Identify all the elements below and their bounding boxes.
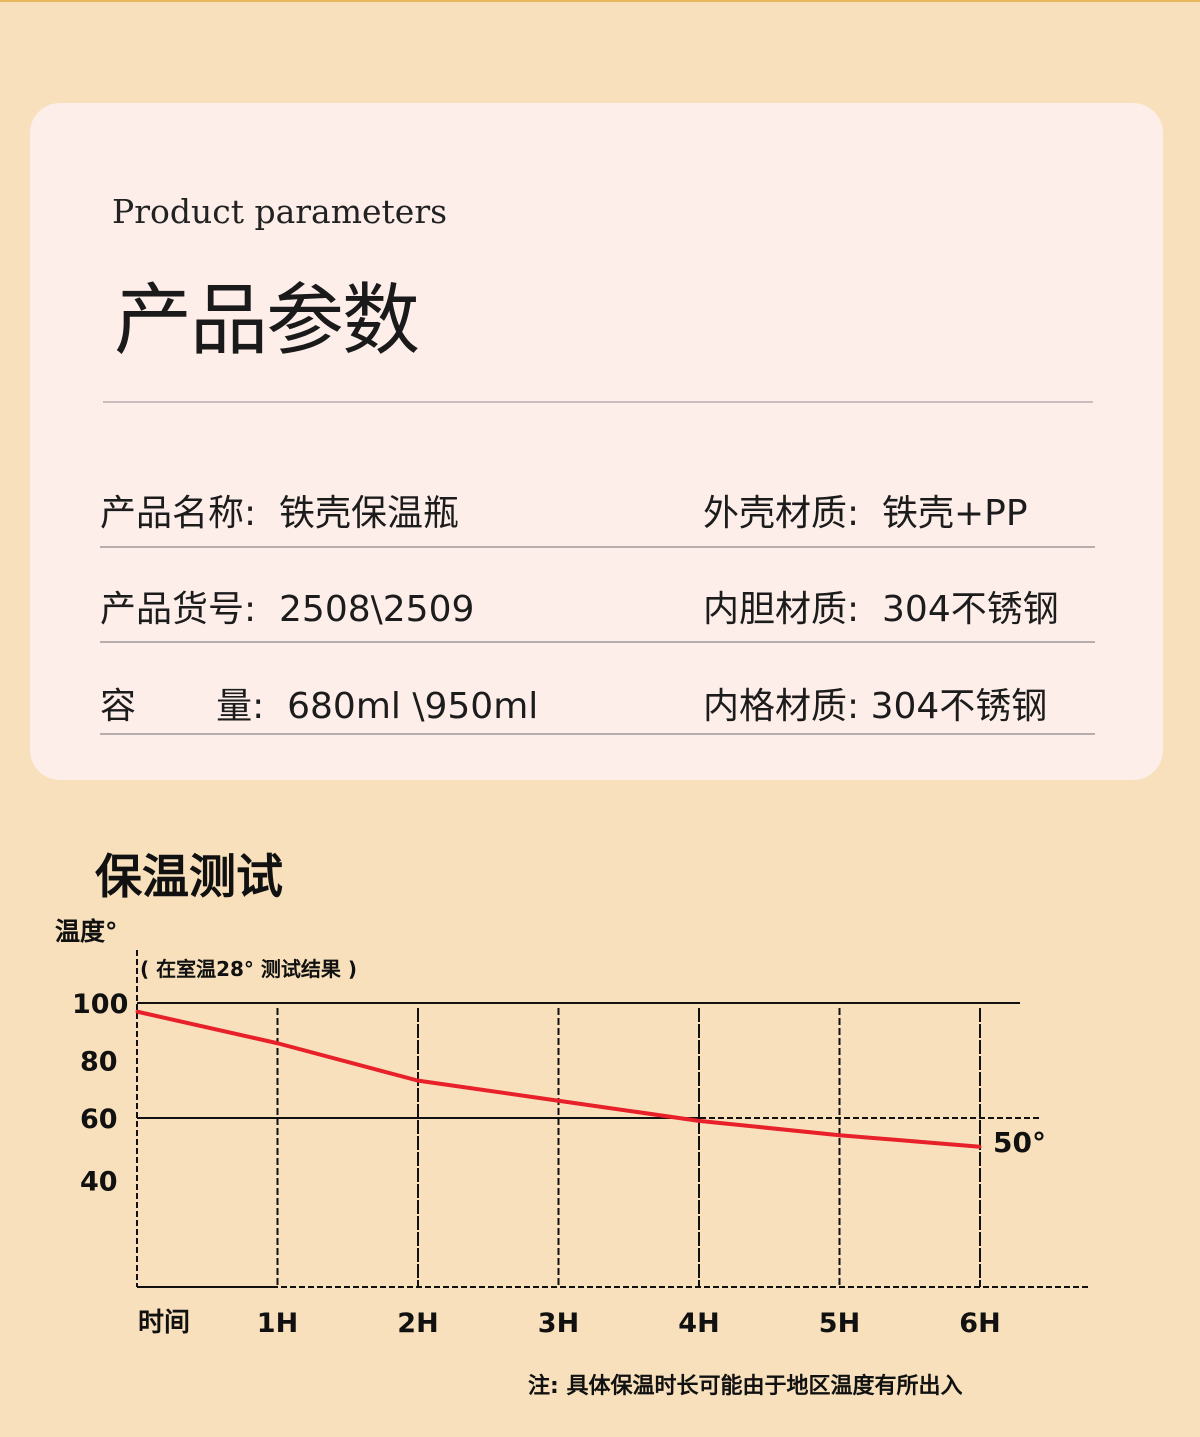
x-axis-label: 时间 — [138, 1308, 190, 1338]
param-left: 产品名称: 铁壳保温瓶 — [100, 493, 460, 534]
top-border — [0, 0, 1200, 2]
y-tick-label: 100 — [72, 989, 128, 1020]
y-tick-label: 80 — [80, 1047, 118, 1078]
x-tick-label: 2H — [397, 1308, 438, 1339]
row-divider — [100, 546, 1095, 548]
data-point — [978, 1145, 982, 1149]
row-divider — [100, 641, 1095, 643]
data-point — [135, 1010, 139, 1014]
data-point — [838, 1133, 841, 1137]
param-row: 容 量: 680ml \950ml 内格材质: 304不锈钢 — [100, 677, 1095, 727]
param-row: 产品名称: 铁壳保温瓶 外壳材质: 铁壳+PP — [100, 484, 1095, 534]
param-row: 产品货号: 2508\2509 内胆材质: 304不锈钢 — [100, 580, 1095, 630]
data-point — [276, 1041, 279, 1045]
data-point — [697, 1119, 701, 1123]
title-divider — [103, 401, 1093, 403]
param-right: 内格材质: 304不锈钢 — [703, 686, 1048, 727]
x-tick-label: 1H — [257, 1308, 298, 1339]
row-divider — [100, 733, 1095, 735]
y-axis-label: 温度° — [55, 917, 118, 946]
param-left: 产品货号: 2508\2509 — [100, 589, 475, 630]
title-chinese: 产品参数 — [114, 276, 420, 366]
x-tick-label: 5H — [819, 1308, 860, 1339]
section-title: 保温测试 — [95, 850, 283, 905]
param-right: 外壳材质: 铁壳+PP — [703, 493, 1028, 534]
data-point — [557, 1099, 560, 1103]
chart-subtitle: ( 在室温28° 测试结果 ) — [140, 957, 357, 981]
param-left: 容 量: 680ml \950ml — [100, 686, 539, 727]
y-tick-label: 60 — [80, 1104, 118, 1135]
parameters-card — [30, 103, 1163, 780]
x-tick-label: 3H — [538, 1308, 579, 1339]
x-tick-label: 4H — [678, 1308, 719, 1339]
param-right: 内胆材质: 304不锈钢 — [703, 589, 1059, 630]
x-tick-label: 6H — [959, 1308, 1000, 1339]
data-point — [416, 1079, 420, 1083]
y-tick-label: 40 — [80, 1167, 118, 1198]
end-value-label: 50° — [993, 1126, 1046, 1159]
footnote: 注: 具体保温时长可能由于地区温度有所出入 — [528, 1374, 963, 1399]
title-english: Product parameters — [112, 192, 448, 231]
